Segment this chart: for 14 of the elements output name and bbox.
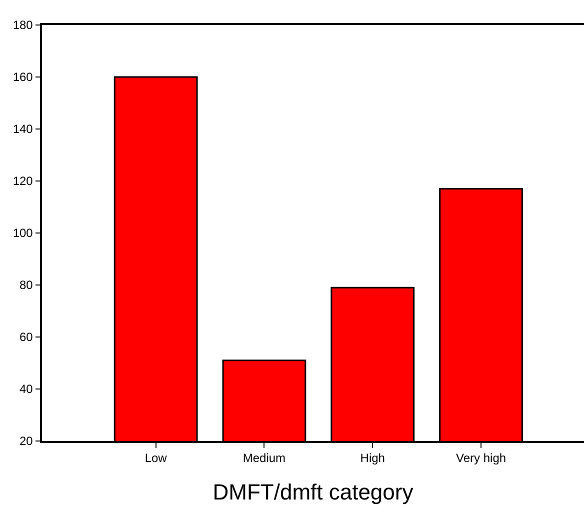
x-axis-title: DMFT/dmft category (212, 480, 414, 505)
y-tick-label: 20 (19, 434, 34, 448)
y-tick-label: 180 (12, 18, 34, 32)
x-tick-label: High (360, 451, 385, 466)
x-tick-label: Low (144, 451, 168, 466)
y-tick-label: 120 (12, 174, 34, 188)
x-tick-label: Very high (456, 451, 506, 466)
y-tick-label: 160 (12, 70, 34, 84)
y-tick-label: 80 (19, 278, 34, 292)
y-tick-label: 40 (19, 382, 34, 396)
y-tick-label: 60 (19, 330, 34, 344)
x-tick-label: Medium (242, 451, 286, 466)
y-tick-label: 140 (12, 122, 34, 136)
y-tick-label: 100 (12, 226, 34, 240)
